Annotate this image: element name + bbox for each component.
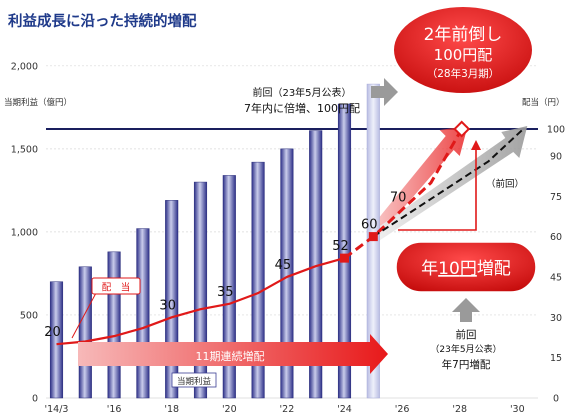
dividend-data-label: 52 (332, 239, 349, 254)
left-tick-label: 1,500 (11, 144, 38, 155)
increase-bubble: 年10円増配 (395, 241, 537, 293)
profit-bar (337, 103, 352, 399)
dividend-marker (368, 232, 378, 242)
dividend-legend: 配 当 (71, 277, 141, 339)
prev-plan-line (372, 128, 524, 238)
data-labels: 20 30 35 45 52 60 70 (44, 191, 406, 341)
dividend-data-label: 35 (217, 285, 234, 300)
prev-plan-top-line2: 7年内に倍増、100円配 (244, 101, 360, 115)
x-tick-label: '26 (395, 404, 410, 415)
right-tick-label: 90 (550, 151, 562, 162)
right-tick-label: 30 (550, 313, 562, 324)
prev-plan-bottom-line1: 前回 (456, 328, 477, 341)
x-tick-label: '16 (107, 404, 122, 415)
left-tick-label: 500 (20, 310, 38, 321)
profit-bar (107, 251, 121, 399)
streak-arrow: 11期連続増配 (78, 334, 388, 374)
x-tick-label: '24 (337, 404, 352, 415)
profit-legend-label: 当期利益 (177, 376, 212, 387)
prev-plan-bottom-line2: （23年5月公表） (430, 343, 501, 355)
left-axis-label: 当期利益（億円） (4, 97, 72, 108)
headline-line3: （28年3月期） (427, 67, 500, 80)
headline-bubble: 2年前倒し 100円配 （28年3月期） (392, 5, 534, 95)
axis-ticks: 05001,0001,5002,0002,5003,00001530456075… (11, 61, 565, 415)
prev-plan-bottom-callout: 前回 （23年5月公表） 年7円増配 (430, 298, 502, 371)
prev-plan-bracket: （前回） (398, 140, 524, 231)
left-tick-label: 2,000 (11, 61, 38, 72)
x-tick-label: '20 (222, 404, 237, 415)
profit-bar (49, 281, 64, 399)
profit-bar (251, 161, 265, 399)
new-plan-line (343, 128, 464, 260)
dividend-data-label: 20 (44, 325, 61, 340)
right-tick-label: 60 (550, 232, 562, 243)
right-axis-label: 配当（円） (522, 97, 565, 108)
x-tick-label: '30 (510, 404, 525, 415)
right-tick-label: 75 (550, 192, 562, 203)
x-tick-label: '14/3 (45, 404, 69, 415)
prev-plan-bottom-line3: 年7円増配 (442, 358, 491, 371)
x-tick-label: '22 (280, 404, 295, 415)
dividend-data-label: 70 (390, 191, 407, 206)
headline-line1: 2年前倒し (424, 25, 503, 45)
profit-bar (78, 266, 92, 399)
increase-text: 年10円増配 (421, 259, 511, 279)
headline-line2: 100円配 (434, 46, 493, 64)
x-tick-label: '18 (164, 404, 179, 415)
dividend-data-label: 60 (361, 218, 378, 233)
right-tick-label: 0 (553, 394, 559, 405)
chart-title: 利益成長に沿った持続的増配 (8, 12, 197, 30)
dividend-data-label: 45 (275, 258, 292, 273)
right-tick-label: 45 (550, 272, 562, 283)
target-marker (453, 120, 471, 138)
left-tick-label: 0 (32, 394, 38, 405)
right-tick-label: 100 (547, 125, 565, 136)
x-tick-label: '28 (452, 404, 467, 415)
prev-plan-top-line1: 前回（23年5月公表） (252, 86, 351, 99)
dividend-line (56, 257, 345, 346)
streak-label: 11期連続増配 (196, 349, 265, 363)
dividend-legend-label: 配 当 (102, 282, 131, 294)
profit-legend: 当期利益 (171, 372, 217, 388)
left-tick-label: 1,000 (11, 227, 38, 238)
profit-bar (136, 228, 150, 399)
dividend-marker (340, 253, 349, 263)
prev-plan-top-callout: 前回（23年5月公表） 7年内に倍増、100円配 (244, 78, 398, 115)
new-plan-wedge (373, 126, 468, 243)
right-tick-label: 15 (550, 353, 562, 364)
dividend-data-label: 30 (159, 298, 176, 313)
dividend-lines (56, 120, 524, 346)
prev-plan-line-label: （前回） (486, 178, 524, 190)
